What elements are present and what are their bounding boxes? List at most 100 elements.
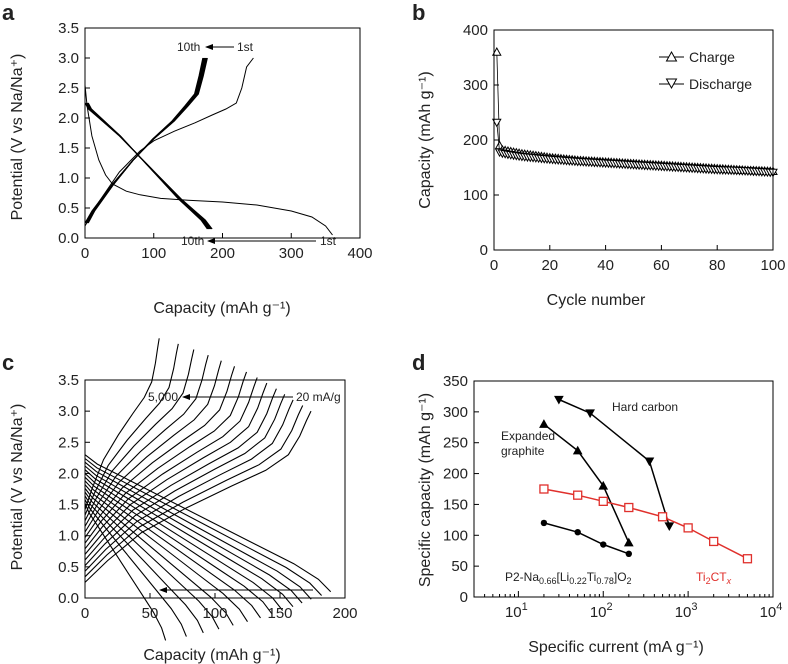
marker-d-hard-carbon [585,409,595,419]
panel-a-ytick-label: 2.0 [58,110,79,127]
line-c-charge [84,405,304,578]
annot-charge-10th: 10th [177,40,200,54]
panel-c-xtick-label: 150 [267,605,292,622]
panel-b-ytick-label: 200 [463,132,488,149]
marker-d-expanded-graphite [623,537,634,547]
panel-b: 0 100 200 300 400 0 20 40 60 80 100 Cycle number C… [417,22,786,309]
annot-discharge-10th: 10th [181,234,204,248]
line-c-discharge [84,465,303,604]
panel-c-ytick-label: 2.5 [58,434,79,451]
panel-d: 0 50 100 150 200 250 300 350 101 102 103 104 Specif… [417,373,782,656]
line-a-discharge-cycle [87,102,208,230]
marker-d-ti2ctx [742,554,753,564]
panel-a-axes-frame [84,27,361,239]
panel-a-ytick-label: 0.0 [58,230,79,247]
marker-d-ti2ctx [624,502,634,513]
line-c-charge [84,410,312,583]
panel-a: 0.0 0.5 1.0 1.5 2.0 2.5 3.0 3.5 0 100 200 300 400 Ca… [9,20,373,317]
line-c-discharge [84,469,294,608]
panel-a-ytick-label: 2.5 [58,80,79,97]
marker-d-p2-na0-66-li0-22ti0-78-o2 [540,519,548,527]
marker-d-ti2ctx [598,496,608,506]
panel-b-ylabel: Capacity (mAh g⁻¹) [417,71,434,208]
panel-c-ylabel: Potential (V vs Na/Na⁺) [9,404,26,571]
line-c-charge [84,399,294,572]
panel-b-xtick-label: 0 [490,257,498,274]
panel-d-ytick-label: 250 [443,435,468,452]
panel-b-ytick-label: 0 [480,242,488,259]
panel-d-ytick-label: 150 [443,496,468,513]
panel-c-xtick-label: 0 [81,605,89,622]
line-c-discharge [84,503,167,641]
panel-b-xtick-label: 80 [709,257,726,274]
panel-d-ylabel: Specific capacity (mAh g⁻¹) [417,393,434,587]
line-c-discharge [84,461,312,600]
panel-d-xlabel: Specific current (mA g⁻¹) [528,639,704,656]
line-a-charge-cycle [87,57,205,224]
panel-a-xtick-label: 400 [347,245,372,262]
line-c-charge [84,394,286,566]
panel-d-xtick-label: 101 [505,601,528,621]
panel-a-xtick-label: 0 [81,245,89,262]
line-c-charge [84,343,179,516]
panel-a-xtick-label: 200 [210,245,235,262]
line-c-charge [84,377,258,550]
panel-b-ytick-label: 300 [463,77,488,94]
panel-b-xtick-label: 100 [760,257,785,274]
line-c-charge [84,388,277,561]
panel-b-xtick-label: 40 [597,257,614,274]
panel-a-ytick-label: 1.5 [58,140,79,157]
annot-rate-high: 5,000 [148,390,178,404]
legend: Charge Discharge [659,49,752,92]
marker-b-charge [491,46,502,56]
marker-d-p2-na0-66-li0-22ti0-78-o2 [600,541,607,548]
panel-d-ytick-label: 200 [443,466,468,483]
legend-charge-marker [665,50,678,62]
marker-d-expanded-graphite [572,445,583,455]
line-c-discharge [84,458,322,596]
panel-c-ytick-label: 0.5 [58,559,79,576]
marker-d-ti2ctx [709,536,719,547]
label-ti2ctx: Ti2CTx [696,570,732,586]
panel-d-ytick-label: 0 [460,589,468,606]
panel-a-ytick-label: 3.0 [58,50,79,67]
panel-c: 0.0 0.5 1.0 1.5 2.0 2.5 3.0 3.5 0 50 100 150 200 Cap… [9,338,358,664]
marker-d-hard-carbon [554,395,564,405]
panel-label-d: d [412,350,425,375]
marker-d-ti2ctx [683,523,693,533]
annot-charge-1st: 1st [237,40,254,54]
panel-d-ytick-label: 100 [443,527,468,544]
line-d-p2-na0-66-li0-22ti0-78-o2 [543,522,630,555]
panel-b-ytick-label: 400 [463,22,488,39]
panel-c-ytick-label: 1.0 [58,528,79,545]
marker-b-discharge [491,118,502,128]
line-c-discharge [84,484,248,622]
line-c-discharge [84,476,273,615]
legend-discharge-label: Discharge [689,76,752,92]
panel-a-ylabel: Potential (V vs Na/Na⁺) [9,54,26,221]
panel-c-ytick-label: 3.5 [58,372,79,389]
label-hard-carbon: Hard carbon [612,400,678,414]
line-c-discharge [84,480,261,619]
line-c-charge [84,382,268,555]
panel-b-ytick-label: 100 [463,187,488,204]
panel-d-ytick-label: 50 [451,558,468,575]
line-c-discharge [84,454,332,593]
panel-c-xtick-label: 100 [202,605,227,622]
line-c-discharge [84,499,187,637]
marker-d-hard-carbon [644,457,655,467]
legend-discharge-marker [665,78,678,90]
marker-d-hard-carbon [664,522,675,532]
line-c-charge [84,360,222,533]
panel-a-ytick-label: 0.5 [58,200,79,217]
line-a-charge-cycle [86,57,205,224]
line-c-charge [84,366,236,538]
panel-c-ytick-label: 2.0 [58,465,79,482]
panel-label-c: c [2,350,14,375]
annot-rate-low: 20 mA/g [296,390,341,404]
panel-c-ytick-label: 1.5 [58,497,79,514]
panel-d-xtick-label: 104 [760,601,783,621]
line-c-discharge [84,473,284,611]
line-d-hard-carbon [558,398,671,527]
